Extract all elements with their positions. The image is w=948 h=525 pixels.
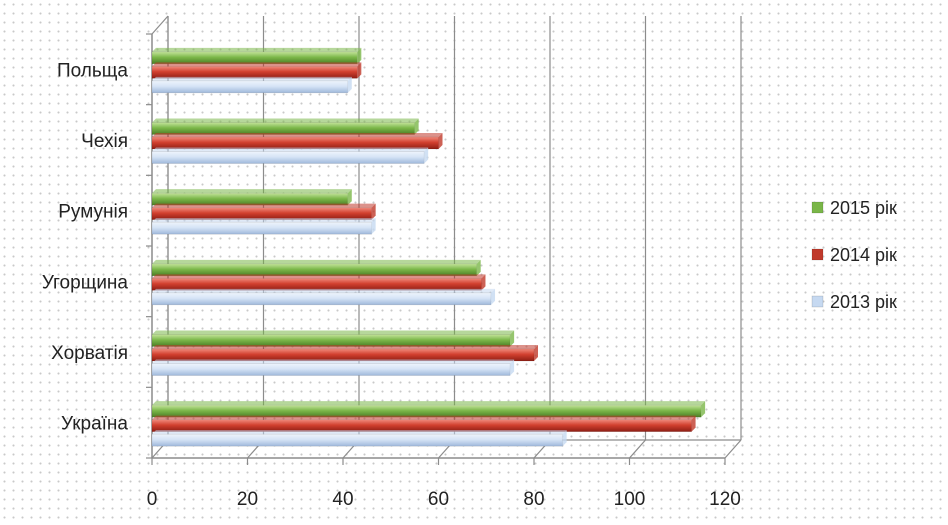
bar-end-cap <box>476 259 481 276</box>
x-tick-label: 60 <box>428 489 449 510</box>
bar-top-face <box>152 62 362 67</box>
x-tick-label: 120 <box>709 489 741 510</box>
bar <box>151 263 478 277</box>
bar-end-cap <box>347 76 352 93</box>
bar-top-face <box>152 133 443 137</box>
legend-swatch <box>811 201 824 214</box>
bar-end-cap <box>371 203 376 220</box>
x-tick-label: 0 <box>147 489 158 510</box>
bar-top-face <box>152 218 376 223</box>
category-label: Польща <box>57 60 128 81</box>
bar-end-cap <box>357 62 362 79</box>
bar <box>151 334 511 347</box>
bar <box>151 221 372 235</box>
bar-end-cap <box>347 189 352 206</box>
bar-end-cap <box>491 288 496 305</box>
legend-label: 2015 рік <box>830 198 897 218</box>
x-tick-label: 20 <box>237 489 258 510</box>
bar-top-face <box>152 259 481 264</box>
bar <box>151 363 511 376</box>
bar-top-face <box>152 47 362 52</box>
bar <box>151 51 358 65</box>
bar-end-cap <box>510 330 515 347</box>
legend-swatch <box>811 248 824 261</box>
bar-top-face <box>152 147 429 152</box>
legend-label: 2014 рік <box>830 245 897 265</box>
bar <box>151 404 702 418</box>
bar-top-face <box>152 118 419 123</box>
bar-end-cap <box>371 218 376 235</box>
bar-top-face <box>152 274 486 279</box>
x-tick-label: 80 <box>523 489 544 510</box>
category-label: Хорватія <box>51 343 128 364</box>
bar-end-cap <box>562 430 567 447</box>
category-label: Україна <box>61 414 128 435</box>
x-tick-label: 40 <box>332 489 353 510</box>
bar <box>151 136 439 150</box>
bar-top-face <box>152 76 352 81</box>
legend-label: 2013 рік <box>830 292 897 312</box>
bar-top-face <box>152 189 352 194</box>
bar-top-face <box>152 430 567 435</box>
bar <box>151 292 492 306</box>
legend-swatch <box>811 295 824 308</box>
category-label: Румунія <box>58 202 128 223</box>
bar-end-cap <box>438 133 443 149</box>
bar <box>151 207 372 220</box>
bar-top-face <box>152 203 376 208</box>
left-wall-top-edge <box>151 15 169 35</box>
bar-top-face <box>152 401 706 406</box>
bar-end-cap <box>481 274 486 291</box>
bar-top-face <box>152 288 496 293</box>
bar-end-cap <box>510 359 515 376</box>
bar-top-face <box>152 359 515 364</box>
bar-top-face <box>152 345 538 349</box>
bar <box>151 80 349 94</box>
bar-top-face <box>152 330 515 335</box>
bar-end-cap <box>414 118 419 135</box>
bar <box>151 151 425 164</box>
legend: 2015 рік 2014 рік 2013 рік <box>811 198 897 312</box>
bar <box>151 419 692 432</box>
bar <box>151 192 349 206</box>
bar-top-face <box>152 415 696 420</box>
floor-depth-line <box>724 439 742 459</box>
bar-end-cap <box>424 147 429 164</box>
label-layer: 0 20 40 60 80 100 120 Україна Хорватія Угорщина Ру… <box>42 60 741 510</box>
bar-end-cap <box>691 415 696 432</box>
category-label: Угорщина <box>42 272 129 293</box>
bar-end-cap <box>701 401 706 418</box>
bar <box>151 66 358 79</box>
bar-layer <box>151 47 706 447</box>
bar <box>151 122 415 135</box>
floor-depth-line <box>629 439 646 459</box>
bar <box>151 433 563 447</box>
bar-end-cap <box>534 345 538 361</box>
bar-end-cap <box>357 47 362 64</box>
category-label: Чехія <box>81 131 128 152</box>
bar <box>151 278 482 291</box>
x-tick-label: 100 <box>614 489 646 510</box>
bar <box>151 348 535 362</box>
